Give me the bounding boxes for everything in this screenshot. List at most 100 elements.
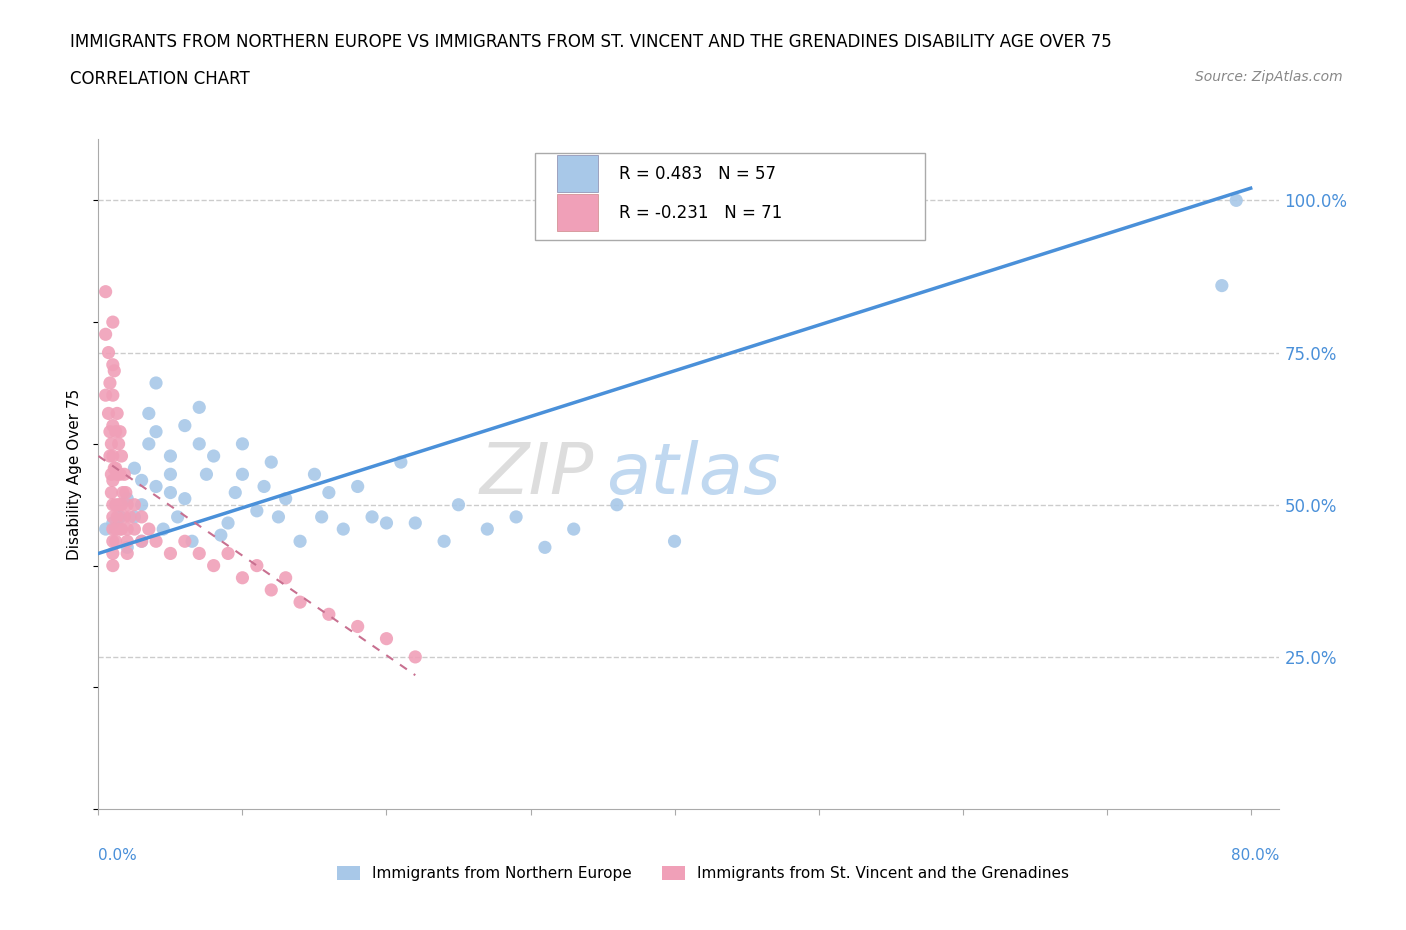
Point	[138, 406, 160, 421]
Point	[145, 479, 167, 494]
Point	[260, 582, 283, 597]
Point	[100, 485, 122, 500]
Point	[108, 467, 131, 482]
Point	[267, 510, 290, 525]
Point	[97, 345, 120, 360]
Point	[107, 498, 129, 512]
Point	[346, 619, 368, 634]
Point	[389, 455, 412, 470]
Point	[124, 522, 146, 537]
Point	[115, 546, 138, 561]
Point	[202, 448, 225, 463]
Point	[231, 436, 253, 451]
Point	[105, 406, 128, 421]
Point	[131, 473, 153, 488]
Point	[94, 388, 117, 403]
Point	[231, 467, 253, 482]
Point	[110, 448, 132, 463]
Point	[94, 326, 117, 341]
Point	[124, 460, 146, 475]
Point	[131, 534, 153, 549]
Point	[404, 649, 426, 664]
Point	[332, 522, 354, 537]
Text: 80.0%: 80.0%	[1232, 848, 1279, 863]
Point	[101, 388, 124, 403]
Point	[112, 510, 135, 525]
Point	[195, 467, 218, 482]
Point	[115, 540, 138, 555]
Point	[145, 376, 167, 391]
Point	[110, 522, 132, 537]
Point	[534, 540, 557, 555]
Point	[173, 491, 195, 506]
Text: 0.0%: 0.0%	[98, 848, 138, 863]
Point	[101, 473, 124, 488]
Point	[101, 314, 124, 329]
Point	[101, 498, 124, 512]
Point	[246, 503, 269, 518]
Point	[101, 534, 124, 549]
Point	[1225, 193, 1247, 207]
Point	[166, 510, 188, 525]
Point	[346, 479, 368, 494]
Point	[110, 498, 132, 512]
Point	[100, 436, 122, 451]
Text: R = -0.231   N = 71: R = -0.231 N = 71	[619, 204, 783, 222]
FancyBboxPatch shape	[557, 155, 598, 193]
Point	[159, 448, 181, 463]
Point	[224, 485, 246, 500]
Point	[375, 631, 398, 646]
Point	[100, 467, 122, 482]
Point	[111, 485, 134, 500]
Point	[173, 418, 195, 433]
Point	[101, 558, 124, 573]
Point	[104, 424, 127, 439]
Point	[120, 510, 142, 525]
Point	[104, 534, 127, 549]
Point	[115, 498, 138, 512]
Point	[138, 522, 160, 537]
Point	[477, 522, 499, 537]
Legend: Immigrants from Northern Europe, Immigrants from St. Vincent and the Grenadines: Immigrants from Northern Europe, Immigra…	[330, 859, 1076, 887]
Point	[98, 424, 121, 439]
Point	[217, 546, 239, 561]
Point	[101, 418, 124, 433]
Text: CORRELATION CHART: CORRELATION CHART	[70, 70, 250, 87]
Y-axis label: Disability Age Over 75: Disability Age Over 75	[67, 389, 83, 560]
Point	[94, 285, 117, 299]
Point	[260, 455, 283, 470]
Point	[108, 424, 131, 439]
Point	[159, 546, 181, 561]
Point	[173, 534, 195, 549]
Point	[115, 522, 138, 537]
Point	[288, 534, 311, 549]
Point	[664, 534, 686, 549]
Point	[124, 498, 146, 512]
Point	[131, 498, 153, 512]
Point	[274, 491, 297, 506]
Point	[101, 546, 124, 561]
Point	[131, 534, 153, 549]
Point	[433, 534, 456, 549]
Point	[97, 406, 120, 421]
Point	[105, 467, 128, 482]
Point	[115, 534, 138, 549]
FancyBboxPatch shape	[557, 194, 598, 232]
Point	[318, 607, 340, 622]
Point	[101, 510, 124, 525]
Point	[105, 510, 128, 525]
Point	[209, 527, 232, 542]
Point	[404, 515, 426, 530]
Point	[217, 515, 239, 530]
Point	[114, 485, 136, 500]
Point	[94, 522, 117, 537]
Point	[188, 400, 211, 415]
Point	[562, 522, 585, 537]
Point	[447, 498, 470, 512]
Point	[159, 485, 181, 500]
Point	[124, 510, 146, 525]
Point	[1211, 278, 1233, 293]
Point	[288, 594, 311, 609]
Point	[231, 570, 253, 585]
Point	[318, 485, 340, 500]
